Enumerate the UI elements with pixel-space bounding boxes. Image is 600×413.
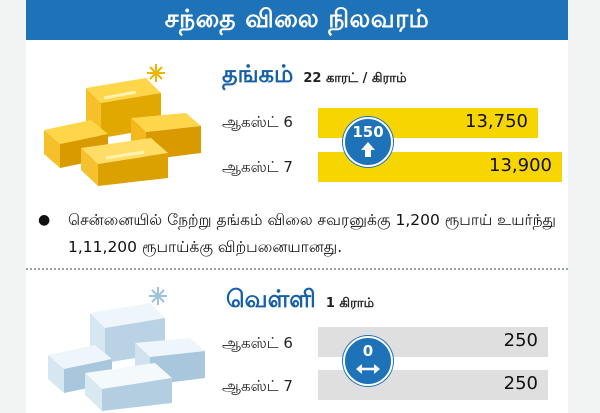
gold-row-label-2: ஆகஸ்ட் 7 bbox=[222, 158, 293, 176]
silver-change-value: 0 bbox=[362, 342, 374, 360]
arrow-up-icon bbox=[361, 142, 375, 157]
gold-section-title: தங்கம் 22 காரட் / கிராம் bbox=[222, 60, 407, 91]
gold-note: ● சென்னையில் நேற்று தங்கம் விலை சவரனுக்க… bbox=[38, 207, 558, 261]
market-price-card: சந்தை விலை நிலவரம் தங்கம் 22 காரட் / bbox=[26, 0, 568, 413]
gold-change-badge: 150 bbox=[343, 117, 393, 167]
page-title: சந்தை விலை நிலவரம் bbox=[26, 0, 568, 40]
gold-value-2: 13,900 bbox=[489, 155, 552, 176]
silver-title: வெள்ளி bbox=[226, 285, 316, 313]
gold-change-value: 150 bbox=[352, 123, 384, 141]
section-divider bbox=[26, 268, 568, 270]
gold-unit: 22 காரட் / கிராம் bbox=[303, 71, 407, 86]
silver-row-label-1: ஆகஸ்ட் 6 bbox=[222, 334, 293, 352]
silver-row-label-2: ஆகஸ்ட் 7 bbox=[222, 377, 293, 395]
gold-row-label-1: ஆகஸ்ட் 6 bbox=[222, 113, 293, 131]
silver-value-2: 250 bbox=[503, 373, 538, 394]
bullet-icon: ● bbox=[38, 212, 51, 228]
gold-value-1: 13,750 bbox=[465, 111, 528, 132]
silver-value-1: 250 bbox=[503, 330, 538, 351]
silver-bars-icon bbox=[48, 287, 205, 411]
silver-section-title: வெள்ளி 1 கிராம் bbox=[226, 285, 374, 316]
gold-title: தங்கம் bbox=[222, 60, 294, 88]
silver-change-badge: 0 bbox=[343, 336, 393, 386]
arrow-left-right-icon bbox=[356, 364, 380, 374]
gold-note-text: சென்னையில் நேற்று தங்கம் விலை சவரனுக்கு … bbox=[68, 211, 556, 256]
silver-unit: 1 கிராம் bbox=[325, 296, 375, 311]
gold-bars-icon bbox=[44, 64, 201, 186]
